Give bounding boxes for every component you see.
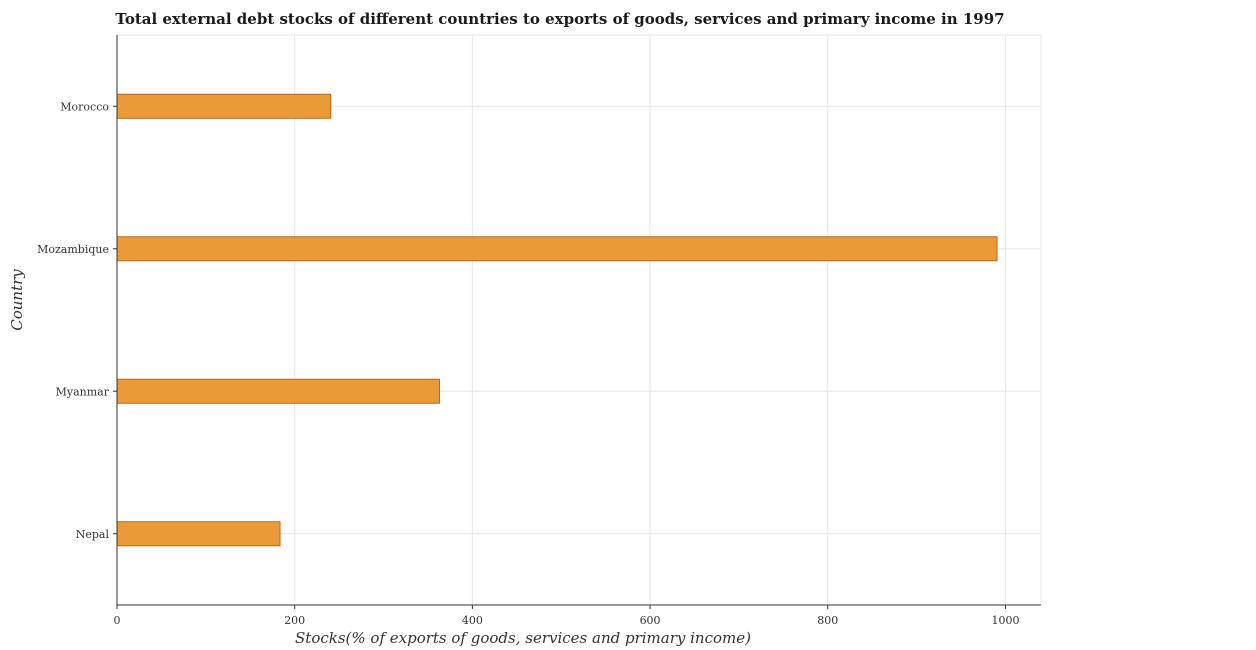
- chart-title: Total external debt stocks of different …: [115, 10, 1004, 28]
- bar-nepal: [116, 521, 281, 547]
- y-axis-label: Country: [8, 269, 26, 331]
- grid: [116, 34, 1042, 605]
- x-tick-label: 0: [114, 614, 121, 627]
- axes: [113, 35, 1041, 609]
- bars: [116, 93, 998, 547]
- bar-mozambique: [116, 236, 998, 262]
- x-tick-label: 200: [284, 614, 305, 627]
- x-axis-label: Stocks(% of exports of goods, services a…: [295, 629, 751, 647]
- x-tick-label: 600: [640, 614, 661, 627]
- bar-morocco: [116, 93, 332, 119]
- bar-myanmar: [116, 378, 441, 404]
- x-tick-label: 400: [462, 614, 483, 627]
- tick-labels: Morocco Mozambique Myanmar Nepal 0 200 400 600 8…: [37, 100, 1019, 627]
- y-tick-label: Myanmar: [56, 385, 110, 398]
- y-tick-label: Nepal: [76, 528, 110, 541]
- x-tick-label: 1000: [991, 614, 1019, 627]
- y-tick-label: Mozambique: [37, 243, 109, 256]
- y-tick-label: Morocco: [60, 100, 109, 113]
- x-tick-label: 800: [817, 614, 838, 627]
